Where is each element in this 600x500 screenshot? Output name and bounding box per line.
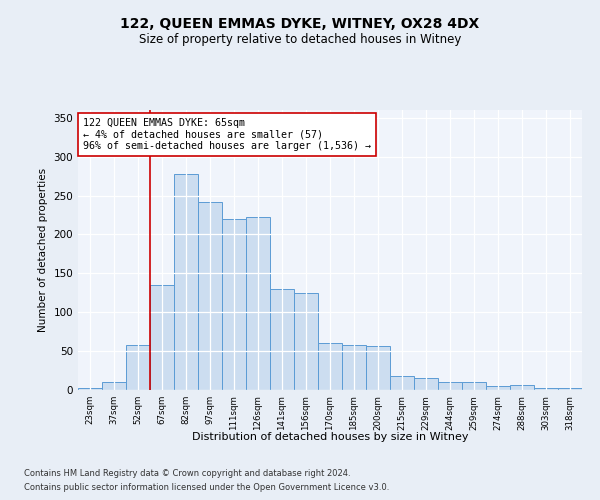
Bar <box>78 388 102 390</box>
Text: 122 QUEEN EMMAS DYKE: 65sqm
← 4% of detached houses are smaller (57)
96% of semi: 122 QUEEN EMMAS DYKE: 65sqm ← 4% of deta… <box>83 118 371 151</box>
Text: 122, QUEEN EMMAS DYKE, WITNEY, OX28 4DX: 122, QUEEN EMMAS DYKE, WITNEY, OX28 4DX <box>121 18 479 32</box>
Bar <box>102 382 126 390</box>
Bar <box>462 382 486 390</box>
Bar <box>318 344 342 390</box>
Bar <box>270 289 294 390</box>
Text: Contains public sector information licensed under the Open Government Licence v3: Contains public sector information licen… <box>24 484 389 492</box>
Bar <box>246 218 270 390</box>
Bar <box>558 388 582 390</box>
Bar <box>390 376 414 390</box>
Bar <box>174 174 198 390</box>
Bar <box>414 378 438 390</box>
Text: Size of property relative to detached houses in Witney: Size of property relative to detached ho… <box>139 32 461 46</box>
Bar <box>366 346 390 390</box>
Y-axis label: Number of detached properties: Number of detached properties <box>38 168 48 332</box>
Bar <box>294 293 318 390</box>
Bar <box>198 202 222 390</box>
Text: Contains HM Land Registry data © Crown copyright and database right 2024.: Contains HM Land Registry data © Crown c… <box>24 468 350 477</box>
Text: Distribution of detached houses by size in Witney: Distribution of detached houses by size … <box>192 432 468 442</box>
Bar <box>150 285 174 390</box>
Bar <box>126 345 150 390</box>
Bar <box>486 386 510 390</box>
Bar <box>438 382 462 390</box>
Bar <box>510 386 534 390</box>
Bar <box>342 345 366 390</box>
Bar <box>222 219 246 390</box>
Bar <box>534 388 558 390</box>
